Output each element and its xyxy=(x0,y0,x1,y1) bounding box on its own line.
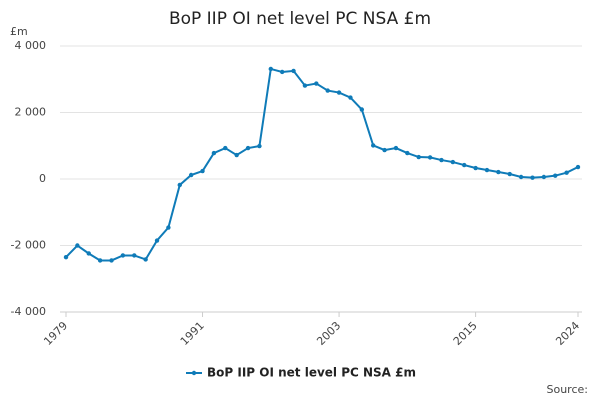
point xyxy=(120,253,126,258)
x-tick-label: 2003 xyxy=(314,319,343,348)
legend-label: BoP IIP OI net level PC NSA £m xyxy=(207,366,416,380)
point xyxy=(473,165,478,171)
point xyxy=(416,154,421,160)
point xyxy=(75,243,80,248)
point xyxy=(553,173,558,178)
point xyxy=(63,254,69,260)
point xyxy=(575,164,581,170)
point xyxy=(234,152,239,158)
point xyxy=(291,68,296,74)
point xyxy=(393,145,399,151)
point xyxy=(518,174,524,180)
y-tick-label: -4 000 xyxy=(11,305,46,318)
point xyxy=(541,174,547,180)
point xyxy=(530,175,535,180)
point xyxy=(325,88,330,93)
chart-title: BoP IIP OI net level PC NSA £m xyxy=(169,9,431,29)
point xyxy=(427,155,433,160)
point xyxy=(109,258,114,263)
point xyxy=(314,81,319,86)
point xyxy=(279,69,285,75)
point xyxy=(564,170,569,175)
point xyxy=(245,145,251,151)
y-tick-label: 2 000 xyxy=(15,106,47,119)
point xyxy=(132,253,137,258)
point xyxy=(359,107,365,112)
point xyxy=(143,257,148,262)
point xyxy=(462,162,467,168)
point xyxy=(348,95,353,100)
point xyxy=(382,147,387,153)
x-tick-label: 1979 xyxy=(41,319,70,348)
point xyxy=(336,90,342,95)
point xyxy=(154,238,160,243)
point xyxy=(302,83,308,88)
point xyxy=(507,171,512,177)
x-tick-label: 2015 xyxy=(451,319,480,348)
source-label: Source: xyxy=(547,383,589,396)
point xyxy=(177,182,182,188)
point xyxy=(257,143,262,149)
point xyxy=(484,167,490,173)
point xyxy=(188,172,194,178)
point xyxy=(97,258,103,263)
y-tick-label: -2 000 xyxy=(11,239,46,252)
point xyxy=(450,159,456,165)
y-tick-label: 0 xyxy=(39,172,46,185)
point xyxy=(166,225,171,230)
x-tick-label: 1991 xyxy=(178,319,207,348)
point xyxy=(371,143,376,148)
y-axis-unit: £m xyxy=(10,25,28,38)
point xyxy=(496,169,501,175)
y-tick-label: 4 000 xyxy=(15,39,47,52)
point xyxy=(223,145,228,151)
point xyxy=(200,168,205,174)
legend-marker xyxy=(191,370,197,376)
point xyxy=(86,251,91,256)
x-tick-label: 2024 xyxy=(553,319,582,348)
point xyxy=(211,150,217,156)
point xyxy=(268,66,273,72)
point xyxy=(405,150,410,156)
point xyxy=(439,157,444,163)
series-line xyxy=(65,67,579,262)
